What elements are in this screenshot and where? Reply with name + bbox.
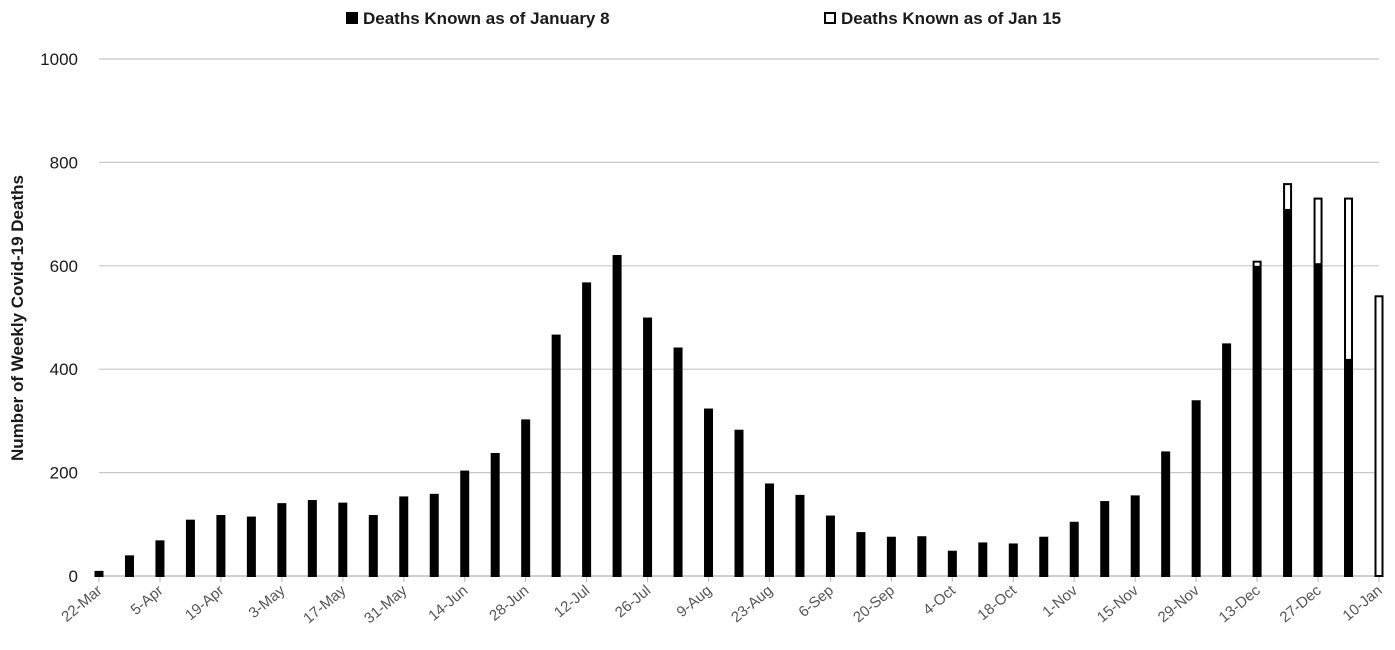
bar-jan8-14-Jun	[461, 471, 469, 576]
bar-jan15-10-Jan	[1374, 295, 1384, 577]
bar-jan8-1-Nov	[1070, 522, 1078, 576]
bar-jan8-2-Aug	[674, 348, 682, 576]
bar-jan8-3-May	[278, 504, 286, 576]
bars	[94, 183, 1384, 578]
bar-jan8-9-Aug	[705, 409, 713, 576]
bar-jan8-27-Dec	[1314, 263, 1322, 576]
bar-jan8-29-Nov	[1192, 401, 1200, 576]
x-tick-label: 22-Mar	[58, 582, 105, 626]
bar-jan8-13-Sep	[857, 533, 865, 576]
x-tick-label: 9-Aug	[674, 582, 716, 621]
bar-jan8-26-Apr	[247, 517, 255, 576]
y-tick-label: 0	[69, 567, 78, 586]
bar-jan8-12-Apr	[186, 520, 194, 576]
bar-jan8-23-Aug	[765, 484, 773, 576]
bar-jan8-19-Apr	[217, 516, 225, 576]
x-tick-label: 6-Sep	[795, 582, 837, 621]
x-tick-label: 5-Apr	[127, 582, 166, 619]
x-tick-label: 12-Jul	[551, 582, 593, 621]
bar-jan8-30-Aug	[796, 495, 804, 576]
y-tick-label: 1000	[40, 50, 78, 69]
x-axis-tick-labels: 22-Mar 5-Apr 19-Apr 3-May 17-May 31-May 14-Jun…	[58, 582, 1385, 628]
bar-jan8-25-Oct	[1040, 537, 1048, 576]
legend-swatch-outline	[824, 12, 836, 24]
x-tick-label: 3-May	[246, 582, 289, 622]
bar-jan8-3-Jan	[1345, 358, 1353, 576]
bar-jan8-13-Dec	[1253, 265, 1261, 576]
bar-jan8-12-Jul	[583, 283, 591, 576]
x-tick-label: 15-Nov	[1094, 582, 1142, 626]
y-tick-label: 200	[50, 464, 78, 483]
bar-jan8-15-Nov	[1131, 496, 1139, 576]
gridlines	[99, 58, 1379, 474]
x-tick-label: 31-May	[361, 582, 411, 627]
y-tick-label: 400	[50, 360, 78, 379]
bar-jan8-7-Jun	[430, 494, 438, 576]
legend-item-series-1: Deaths Known as of January 8	[346, 9, 610, 28]
bar-jan8-26-Jul	[644, 318, 652, 576]
legend-label-series-2: Deaths Known as of Jan 15	[841, 9, 1061, 28]
bar-jan8-17-May	[339, 503, 347, 576]
bar-jan8-5-Jul	[552, 335, 560, 576]
x-tick-label: 26-Jul	[612, 582, 654, 621]
bar-jan8-24-May	[369, 516, 377, 576]
bar-jan8-11-Oct	[979, 543, 987, 576]
bar-jan8-16-Aug	[735, 430, 743, 576]
x-tick-label: 4-Oct	[920, 582, 960, 619]
legend-item-series-2: Deaths Known as of Jan 15	[824, 9, 1061, 28]
x-tick-label: 18-Oct	[974, 582, 1020, 624]
x-tick-label: 13-Dec	[1216, 582, 1264, 626]
x-tick-label: 19-Apr	[182, 582, 227, 624]
bar-jan8-27-Sep	[918, 537, 926, 576]
bar-jan8-4-Oct	[948, 551, 956, 576]
bar-jan8-19-Jul	[613, 255, 621, 577]
bar-jan8-21-Jun	[491, 453, 499, 576]
bar-jan8-20-Dec	[1284, 208, 1292, 576]
y-tick-label: 600	[50, 257, 78, 276]
y-tick-label: 800	[50, 153, 78, 172]
y-axis-label: Number of Weekly Covid-19 Deaths	[8, 175, 27, 461]
x-tick-label: 14-Jun	[425, 582, 471, 625]
bar-jan8-10-May	[308, 501, 316, 576]
bar-jan8-8-Nov	[1101, 502, 1109, 576]
legend-swatch-filled	[346, 12, 358, 24]
bar-jan8-18-Oct	[1009, 544, 1017, 576]
bar-jan8-6-Dec	[1223, 344, 1231, 576]
x-tick-label: 28-Jun	[486, 582, 532, 625]
x-tick-label: 29-Nov	[1155, 582, 1203, 626]
bar-jan8-22-Mar	[95, 571, 103, 576]
legend: Deaths Known as of January 8 Deaths Know…	[346, 9, 1061, 28]
bar-jan8-28-Jun	[522, 420, 530, 576]
bar-jan8-6-Sep	[826, 516, 834, 576]
y-axis-tick-labels: 0 200 400 600 800 1000	[40, 50, 78, 586]
bar-jan8-29-Mar	[125, 556, 133, 576]
legend-label-series-1: Deaths Known as of January 8	[363, 9, 610, 28]
x-tick-label: 20-Sep	[850, 582, 898, 626]
x-tick-label: 17-May	[300, 582, 350, 627]
x-tick-label: 10-Jan	[1340, 582, 1386, 625]
x-tick-label: 1-Nov	[1039, 582, 1081, 621]
bar-jan8-22-Nov	[1162, 452, 1170, 576]
bar-jan8-20-Sep	[887, 537, 895, 576]
bar-jan8-5-Apr	[156, 541, 164, 576]
x-tick-label: 27-Dec	[1277, 582, 1325, 626]
x-tick-label: 23-Aug	[728, 582, 776, 626]
bar-jan8-31-May	[400, 497, 408, 576]
